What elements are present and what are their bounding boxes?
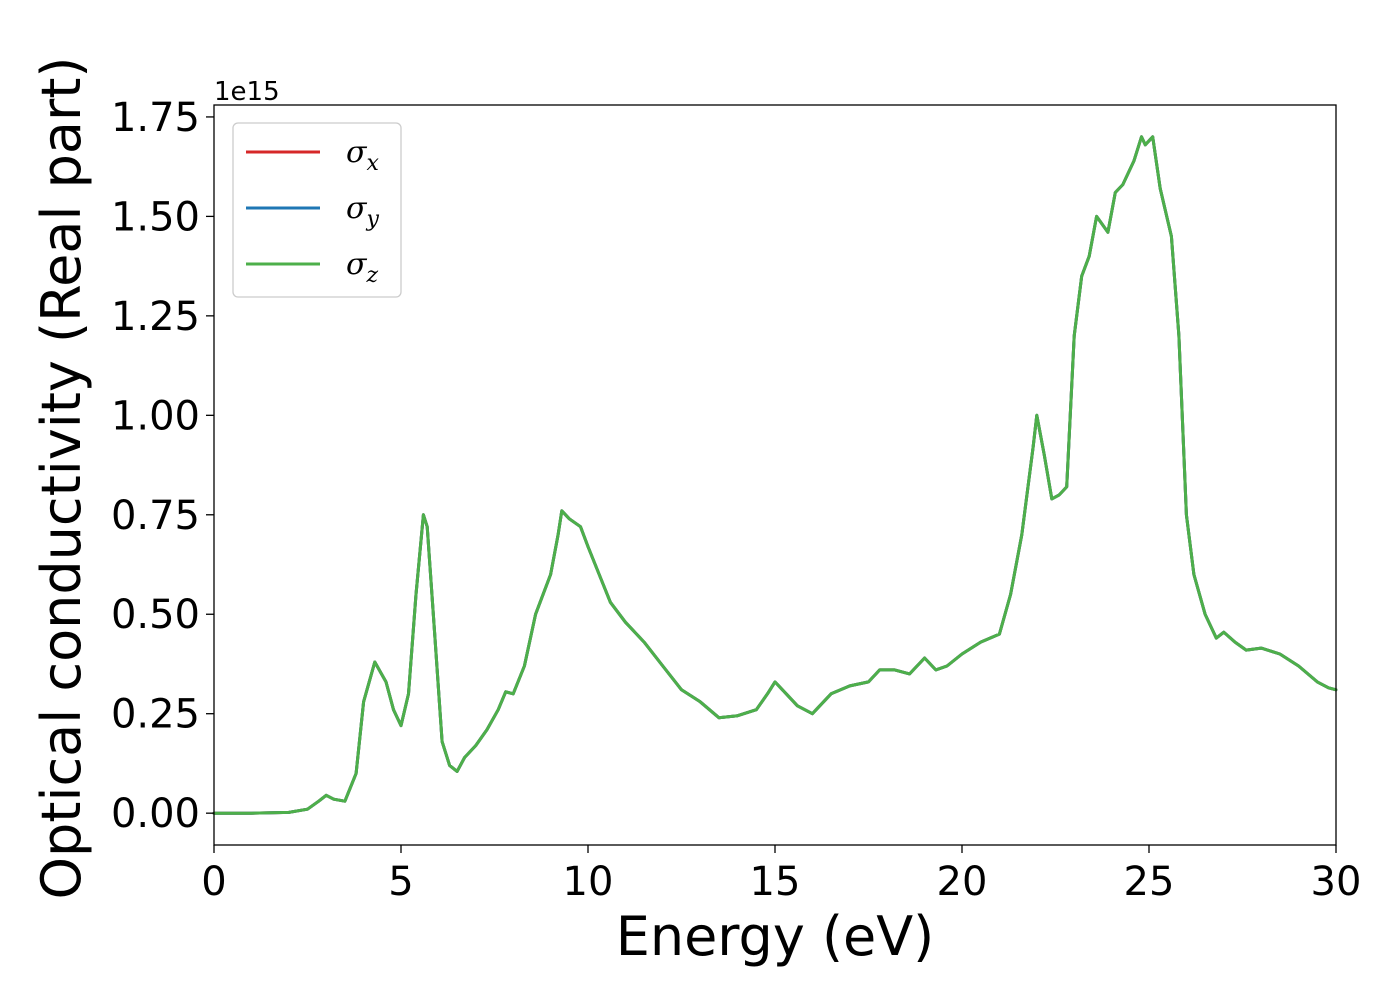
x-tick-label: 30	[1311, 859, 1362, 905]
x-axis-title: Energy (eV)	[616, 905, 935, 968]
y-tick-label: 1.25	[111, 294, 200, 340]
x-axis: 0 5 10 15 20 25 30	[201, 845, 1361, 905]
x-tick-label: 15	[750, 859, 801, 905]
y-tick-label: 0.50	[111, 592, 200, 638]
y-multiplier-label: 1e15	[214, 77, 280, 107]
y-tick-label: 0.25	[111, 692, 200, 738]
y-tick-label: 0.00	[111, 791, 200, 837]
legend-label-y: σy	[346, 191, 379, 232]
y-axis-title: Optical conductivity (Real part)	[30, 57, 93, 900]
x-tick-label: 5	[388, 859, 413, 905]
y-tick-label: 1.75	[111, 95, 200, 141]
series-line-z	[212, 135, 1338, 815]
legend-box	[232, 122, 402, 298]
y-tick-label: 1.00	[111, 393, 200, 439]
x-tick-label: 25	[1124, 859, 1175, 905]
y-tick-label: 1.50	[111, 194, 200, 240]
y-axis: 0.00 0.25 0.50 0.75 1.00 1.25 1.50 1.75	[111, 95, 214, 837]
series-layer	[212, 135, 1338, 815]
x-tick-label: 10	[563, 859, 614, 905]
y-tick-label: 0.75	[111, 493, 200, 539]
x-tick-label: 0	[201, 859, 226, 905]
x-tick-label: 20	[937, 859, 988, 905]
